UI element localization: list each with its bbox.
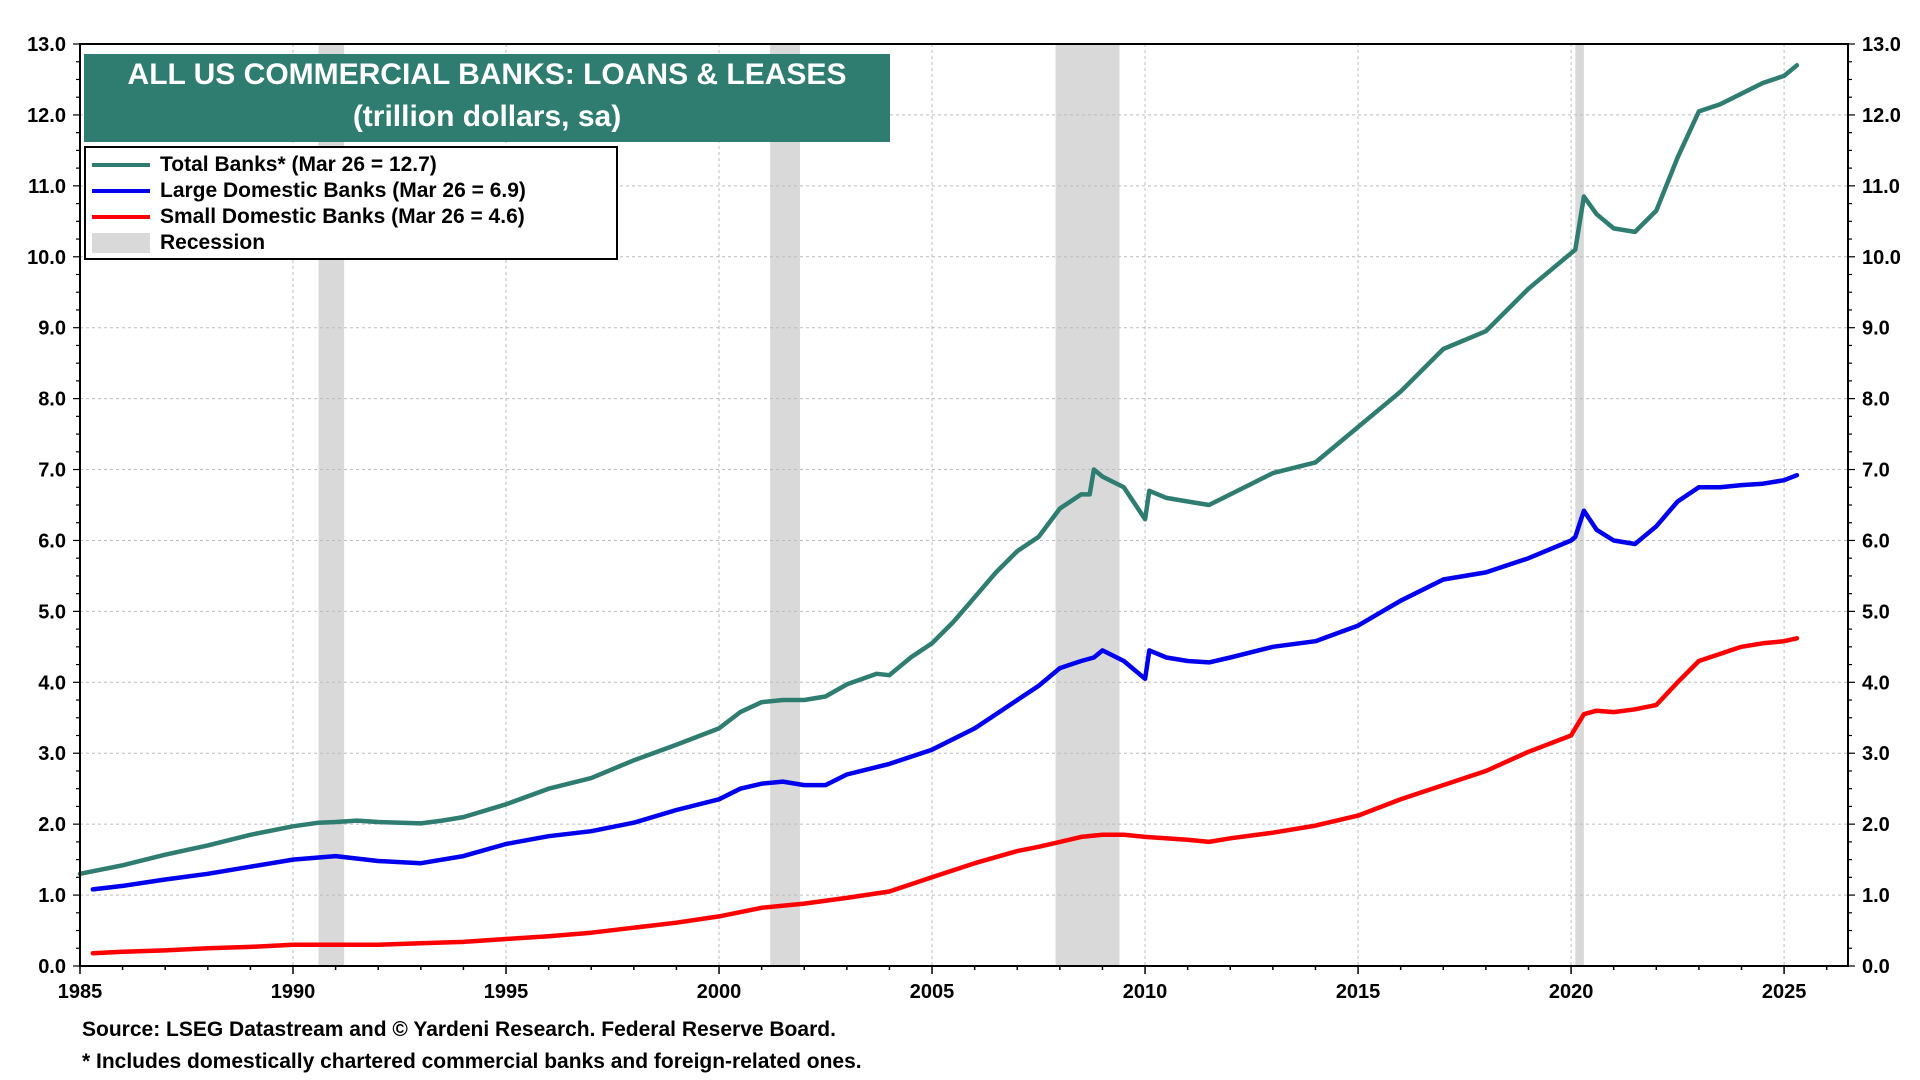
x-tick-label: 1985 — [58, 981, 103, 1003]
x-tick-label: 2000 — [697, 981, 742, 1003]
recession-band-3 — [1575, 44, 1584, 966]
y-tick-label-right: 3.0 — [1862, 743, 1890, 765]
x-tick-label: 2020 — [1549, 981, 1594, 1003]
y-tick-label-left: 5.0 — [38, 601, 66, 623]
y-tick-label-right: 13.0 — [1862, 34, 1901, 56]
y-tick-label-left: 4.0 — [38, 672, 66, 694]
source-note: Source: LSEG Datastream and © Yardeni Re… — [82, 1018, 836, 1041]
footnote: * Includes domestically chartered commer… — [82, 1050, 862, 1073]
y-tick-label-right: 2.0 — [1862, 814, 1890, 836]
legend-item-total-banks: Total Banks* (Mar 26 = 12.7) — [92, 152, 616, 178]
y-tick-label-left: 1.0 — [38, 885, 66, 907]
y-tick-label-left: 8.0 — [38, 389, 66, 411]
y-tick-label-right: 5.0 — [1862, 601, 1890, 623]
legend: Total Banks* (Mar 26 = 12.7) Large Domes… — [84, 146, 618, 260]
y-tick-label-right: 0.0 — [1862, 956, 1890, 978]
y-tick-label-right: 1.0 — [1862, 885, 1890, 907]
y-tick-label-left: 11.0 — [28, 176, 66, 198]
x-tick-label: 2005 — [910, 981, 955, 1003]
y-tick-label-left: 3.0 — [38, 743, 66, 765]
x-tick-label: 1995 — [484, 981, 529, 1003]
legend-label-total-banks: Total Banks* (Mar 26 = 12.7) — [160, 153, 437, 176]
chart-title-box: ALL US COMMERCIAL BANKS: LOANS & LEASES … — [84, 54, 890, 142]
y-tick-label-left: 9.0 — [38, 318, 66, 340]
legend-swatch-recession — [92, 233, 150, 253]
y-tick-label-left: 13.0 — [27, 34, 66, 56]
y-tick-label-right: 6.0 — [1862, 530, 1890, 552]
y-tick-label-left: 0.0 — [38, 956, 66, 978]
series-line-2 — [90, 636, 1800, 956]
chart-subtitle: (trillion dollars, sa) — [352, 100, 622, 133]
y-tick-label-right: 4.0 — [1862, 672, 1890, 694]
y-tick-label-right: 11.0 — [1862, 176, 1900, 198]
y-tick-label-left: 12.0 — [27, 105, 66, 127]
legend-item-large-banks: Large Domestic Banks (Mar 26 = 6.9) — [92, 178, 616, 204]
y-tick-label-right: 7.0 — [1862, 460, 1890, 482]
x-tick-label: 1990 — [271, 981, 316, 1003]
legend-label-recession: Recession — [160, 231, 266, 254]
y-tick-label-right: 8.0 — [1862, 389, 1890, 411]
legend-label-large-banks: Large Domestic Banks (Mar 26 = 6.9) — [160, 179, 526, 202]
x-tick-label: 2010 — [1123, 981, 1168, 1003]
x-tick-label: 2025 — [1762, 981, 1807, 1003]
series-line-1 — [90, 472, 1800, 892]
y-tick-label-left: 7.0 — [38, 460, 66, 482]
y-tick-label-right: 12.0 — [1862, 105, 1901, 127]
legend-item-recession: Recession — [92, 230, 616, 256]
plot-frame — [79, 43, 1849, 967]
series-line-0 — [77, 63, 1800, 877]
legend-swatch-large-banks — [92, 189, 150, 193]
y-tick-label-left: 2.0 — [38, 814, 66, 836]
recession-band-1 — [770, 44, 800, 966]
x-tick-label: 2015 — [1336, 981, 1381, 1003]
y-tick-label-left: 6.0 — [38, 530, 66, 552]
legend-swatch-small-banks — [92, 215, 150, 219]
y-tick-label-right: 9.0 — [1862, 318, 1890, 340]
y-tick-label-left: 10.0 — [27, 247, 66, 269]
legend-item-small-banks: Small Domestic Banks (Mar 26 = 4.6) — [92, 204, 616, 230]
y-tick-label-right: 10.0 — [1862, 247, 1901, 269]
legend-label-small-banks: Small Domestic Banks (Mar 26 = 4.6) — [160, 205, 525, 228]
legend-swatch-total-banks — [92, 163, 150, 167]
chart-title: ALL US COMMERCIAL BANKS: LOANS & LEASES — [127, 58, 847, 91]
